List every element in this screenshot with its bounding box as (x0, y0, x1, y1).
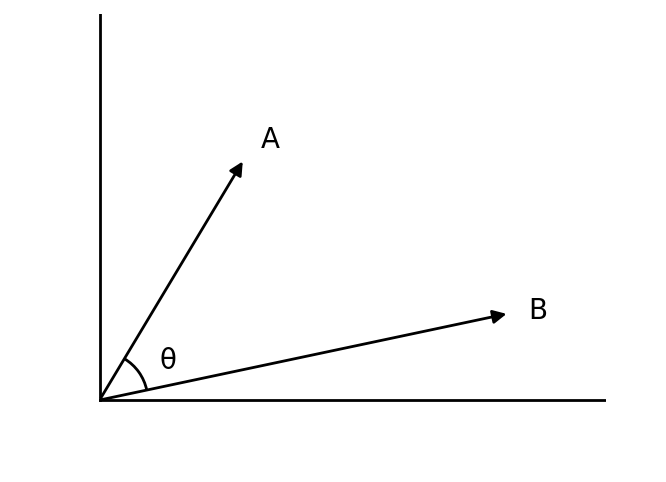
Text: θ: θ (160, 347, 176, 375)
Text: A: A (261, 126, 280, 154)
Text: B: B (529, 297, 547, 325)
